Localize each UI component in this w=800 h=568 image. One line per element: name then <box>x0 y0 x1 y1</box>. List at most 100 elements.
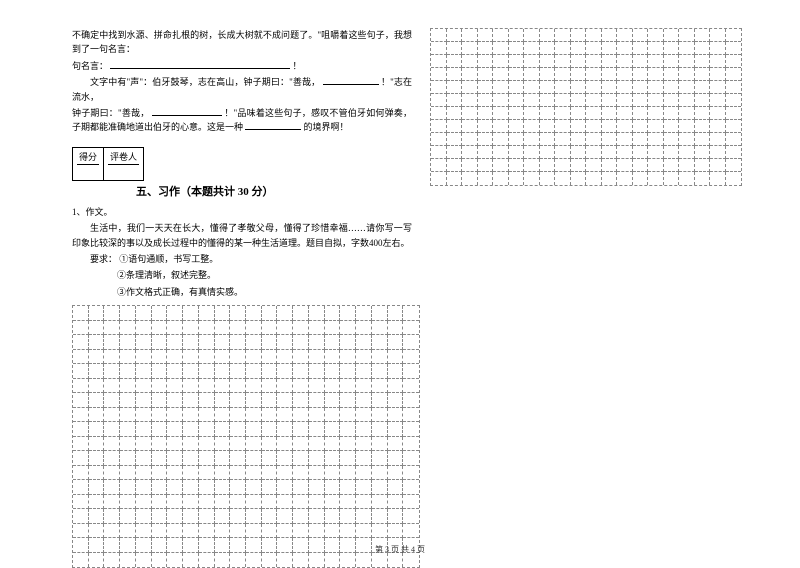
grid-cell[interactable] <box>215 321 231 336</box>
grid-cell[interactable] <box>388 480 404 495</box>
grid-cell[interactable] <box>431 107 447 120</box>
grid-cell[interactable] <box>340 451 356 466</box>
grid-cell[interactable] <box>199 321 215 336</box>
grid-cell[interactable] <box>726 81 742 94</box>
grid-cell[interactable] <box>447 94 463 107</box>
grid-cell[interactable] <box>648 133 664 146</box>
grid-cell[interactable] <box>89 379 105 394</box>
grid-cell[interactable] <box>710 172 726 185</box>
grid-cell[interactable] <box>695 94 711 107</box>
grid-cell[interactable] <box>120 335 136 350</box>
grid-cell[interactable] <box>540 94 556 107</box>
grid-cell[interactable] <box>540 81 556 94</box>
grid-cell[interactable] <box>167 321 183 336</box>
grid-cell[interactable] <box>524 29 540 42</box>
grid-cell[interactable] <box>152 321 168 336</box>
grid-cell[interactable] <box>478 107 494 120</box>
grid-cell[interactable] <box>293 408 309 423</box>
grid-cell[interactable] <box>167 350 183 365</box>
grid-cell[interactable] <box>447 120 463 133</box>
grid-cell[interactable] <box>230 306 246 321</box>
grid-cell[interactable] <box>340 466 356 481</box>
grid-cell[interactable] <box>152 393 168 408</box>
grid-cell[interactable] <box>230 379 246 394</box>
grid-cell[interactable] <box>555 29 571 42</box>
grid-cell[interactable] <box>617 146 633 159</box>
grid-cell[interactable] <box>262 364 278 379</box>
grid-cell[interactable] <box>230 466 246 481</box>
grid-cell[interactable] <box>246 335 262 350</box>
score-value[interactable] <box>77 165 99 179</box>
grid-cell[interactable] <box>199 350 215 365</box>
grid-cell[interactable] <box>633 42 649 55</box>
grid-cell[interactable] <box>340 422 356 437</box>
grid-cell[interactable] <box>356 408 372 423</box>
grid-cell[interactable] <box>293 379 309 394</box>
grid-cell[interactable] <box>648 29 664 42</box>
grid-cell[interactable] <box>152 379 168 394</box>
grid-cell[interactable] <box>215 437 231 452</box>
grid-cell[interactable] <box>478 29 494 42</box>
grid-cell[interactable] <box>246 422 262 437</box>
grid-cell[interactable] <box>571 120 587 133</box>
grid-cell[interactable] <box>183 306 199 321</box>
grid-cell[interactable] <box>524 120 540 133</box>
grid-cell[interactable] <box>388 466 404 481</box>
grid-cell[interactable] <box>571 68 587 81</box>
grid-cell[interactable] <box>277 466 293 481</box>
grid-cell[interactable] <box>262 524 278 539</box>
grid-cell[interactable] <box>199 393 215 408</box>
grid-cell[interactable] <box>388 408 404 423</box>
grid-cell[interactable] <box>152 350 168 365</box>
grid-cell[interactable] <box>555 120 571 133</box>
grid-cell[interactable] <box>246 321 262 336</box>
grid-cell[interactable] <box>152 335 168 350</box>
grid-cell[interactable] <box>679 68 695 81</box>
grid-cell[interactable] <box>136 509 152 524</box>
grid-cell[interactable] <box>679 29 695 42</box>
grid-cell[interactable] <box>679 107 695 120</box>
grid-cell[interactable] <box>277 451 293 466</box>
grid-cell[interactable] <box>104 379 120 394</box>
grid-cell[interactable] <box>493 68 509 81</box>
grid-cell[interactable] <box>555 133 571 146</box>
grid-cell[interactable] <box>325 451 341 466</box>
grid-cell[interactable] <box>136 321 152 336</box>
grid-cell[interactable] <box>356 437 372 452</box>
grid-cell[interactable] <box>726 146 742 159</box>
grid-cell[interactable] <box>586 68 602 81</box>
grid-cell[interactable] <box>183 524 199 539</box>
writing-grid-right[interactable] <box>430 28 742 186</box>
grid-cell[interactable] <box>325 321 341 336</box>
grid-cell[interactable] <box>136 379 152 394</box>
grid-cell[interactable] <box>602 172 618 185</box>
grid-cell[interactable] <box>136 451 152 466</box>
grid-cell[interactable] <box>246 480 262 495</box>
grid-cell[interactable] <box>493 159 509 172</box>
grid-cell[interactable] <box>602 55 618 68</box>
grid-cell[interactable] <box>262 509 278 524</box>
grid-cell[interactable] <box>262 321 278 336</box>
grid-cell[interactable] <box>277 524 293 539</box>
grid-cell[interactable] <box>167 451 183 466</box>
grid-cell[interactable] <box>679 55 695 68</box>
grid-cell[interactable] <box>403 393 419 408</box>
grid-cell[interactable] <box>462 159 478 172</box>
grid-cell[interactable] <box>478 146 494 159</box>
grid-cell[interactable] <box>183 495 199 510</box>
grid-cell[interactable] <box>293 364 309 379</box>
grid-cell[interactable] <box>493 107 509 120</box>
grid-cell[interactable] <box>679 94 695 107</box>
grid-cell[interactable] <box>726 133 742 146</box>
grid-cell[interactable] <box>215 480 231 495</box>
grid-cell[interactable] <box>89 524 105 539</box>
grid-cell[interactable] <box>372 509 388 524</box>
grid-cell[interactable] <box>89 364 105 379</box>
grid-cell[interactable] <box>293 422 309 437</box>
grid-cell[interactable] <box>726 159 742 172</box>
grid-cell[interactable] <box>633 159 649 172</box>
grid-cell[interactable] <box>199 495 215 510</box>
grid-cell[interactable] <box>340 393 356 408</box>
grid-cell[interactable] <box>277 480 293 495</box>
grid-cell[interactable] <box>183 451 199 466</box>
